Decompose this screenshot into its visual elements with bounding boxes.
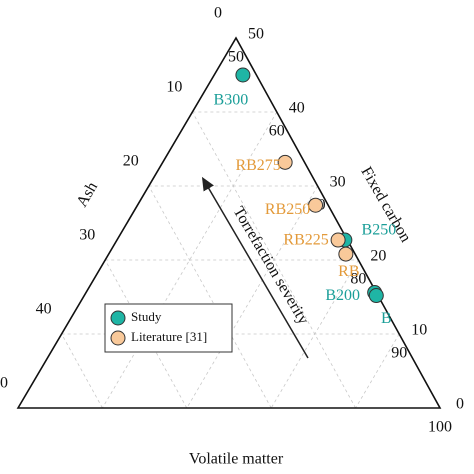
tick-label: 50 xyxy=(228,49,244,66)
legend-box xyxy=(104,303,233,353)
tick-label: 10 xyxy=(166,79,182,96)
point-label: RB250 xyxy=(265,201,310,218)
annotation-arrow xyxy=(201,176,309,359)
data-point xyxy=(338,246,354,262)
tick-label: 20 xyxy=(123,153,139,170)
data-point xyxy=(235,67,251,83)
tick-label: 50 xyxy=(248,26,264,43)
point-label: B300 xyxy=(214,92,249,109)
grid-line xyxy=(192,111,356,409)
point-label: B200 xyxy=(325,287,360,304)
data-point xyxy=(308,197,324,213)
point-label: RB xyxy=(338,263,359,280)
legend-label: Literature [31] xyxy=(131,329,207,344)
tick-label: 30 xyxy=(79,227,95,244)
tick-label: 90 xyxy=(391,345,407,362)
legend-marker xyxy=(110,310,126,326)
legend-label: Study xyxy=(131,309,162,324)
annotation: Torrefaction severity xyxy=(230,204,312,328)
tick-label: 0 xyxy=(214,5,222,22)
data-point xyxy=(330,232,346,248)
grid-line xyxy=(186,185,318,409)
tick-label: 50 xyxy=(0,375,8,392)
point-label: B xyxy=(381,310,392,327)
triangle-frame xyxy=(16,36,442,409)
tick-label: 60 xyxy=(269,123,285,140)
point-label: RB275 xyxy=(235,157,280,174)
legend: Study Literature [31] xyxy=(104,303,233,353)
grid-line xyxy=(61,333,103,409)
tick-label: 100 xyxy=(428,419,452,436)
grid-line xyxy=(355,333,400,409)
grid-line xyxy=(148,185,272,409)
tick-label: 80 xyxy=(350,271,366,288)
axis-title: Ash xyxy=(73,179,101,210)
legend-marker xyxy=(110,330,126,346)
tick-label: 0 xyxy=(456,396,464,413)
tick-label: 30 xyxy=(330,174,346,191)
tick-label: 20 xyxy=(370,248,386,265)
tick-label: 40 xyxy=(36,301,52,318)
point-label: RB225 xyxy=(283,232,328,249)
data-point xyxy=(277,154,293,170)
tick-label: 10 xyxy=(411,322,427,339)
tick-label: 40 xyxy=(289,100,305,117)
axis-title: Volatile matter xyxy=(189,451,284,468)
point-label: B250 xyxy=(362,222,397,239)
data-point xyxy=(368,288,384,304)
